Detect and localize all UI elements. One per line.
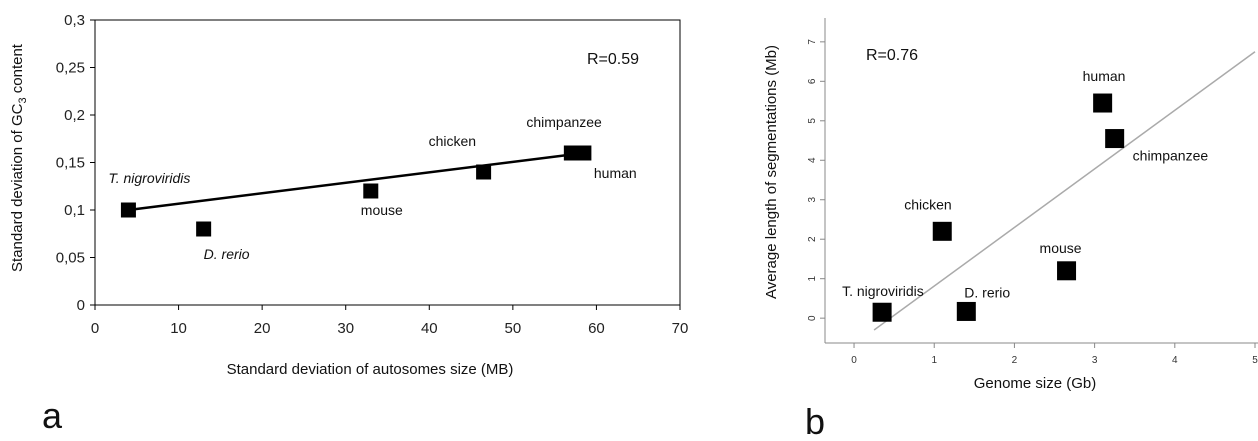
panel-a: 0 10 20 30 40 50 60 70 0 0,05 0,1 0,15 0,2 0,25 0,3 T.… bbox=[9, 12, 688, 436]
panel-a-points: T. nigroviridis D. rerio mouse chicken chimp… bbox=[108, 114, 636, 262]
b-point bbox=[1105, 129, 1125, 149]
b-point bbox=[1057, 261, 1077, 281]
b-trendline bbox=[873, 51, 1256, 331]
panel-b-y-axis-label: Average length of segmentations (Mb) bbox=[763, 45, 780, 299]
panel-a-x-axis-label: Standard deviation of autosomes size (MB… bbox=[227, 361, 514, 378]
b-x-tick-label: 2 bbox=[1012, 355, 1018, 366]
b-point bbox=[872, 302, 892, 322]
panel-a-letter: a bbox=[42, 395, 63, 436]
a-point-label: human bbox=[594, 165, 637, 181]
a-y-tick-label: 0,25 bbox=[56, 60, 85, 77]
a-y-tick-label: 0,15 bbox=[56, 155, 85, 172]
a-point-label: mouse bbox=[361, 202, 403, 218]
panel-b-points: T. nigroviridis D. rerio chicken mouse human… bbox=[842, 68, 1208, 322]
panel-b-ticks: 0 1 2 3 4 5 0 1 2 3 4 5 6 7 bbox=[807, 39, 1258, 366]
b-y-tick-label: 5 bbox=[807, 118, 818, 124]
panel-a-annotation: R=0.59 bbox=[587, 51, 639, 68]
panel-b-letter: b bbox=[805, 401, 825, 441]
a-x-tick-label: 50 bbox=[505, 320, 522, 337]
a-x-tick-label: 30 bbox=[337, 320, 354, 337]
b-y-tick-label: 2 bbox=[807, 236, 818, 242]
b-point-label: D. rerio bbox=[964, 284, 1010, 300]
panel-a-y-axis-label-main: Standard deviation of GC bbox=[9, 103, 26, 272]
panel-b-trendline-group bbox=[873, 51, 1256, 331]
a-y-tick-label: 0 bbox=[77, 297, 85, 314]
panel-b-x-axis-label: Genome size (Gb) bbox=[974, 375, 1097, 392]
b-point-label: human bbox=[1083, 68, 1126, 84]
b-y-tick-label: 3 bbox=[807, 197, 818, 203]
b-point bbox=[956, 301, 976, 321]
a-point-label: chicken bbox=[429, 133, 476, 149]
a-x-tick-label: 60 bbox=[588, 320, 605, 337]
a-point bbox=[576, 145, 592, 161]
panel-a-y-axis-label: Standard deviation of GC3 content bbox=[9, 43, 29, 272]
a-x-tick-label: 20 bbox=[254, 320, 271, 337]
b-point-label: chicken bbox=[904, 196, 951, 212]
b-y-tick-label: 4 bbox=[807, 157, 818, 163]
b-x-tick-label: 3 bbox=[1092, 355, 1098, 366]
a-y-tick-label: 0,3 bbox=[64, 12, 85, 29]
a-point bbox=[563, 145, 579, 161]
a-point bbox=[120, 202, 136, 218]
a-x-tick-label: 70 bbox=[672, 320, 689, 337]
b-x-tick-label: 5 bbox=[1252, 355, 1258, 366]
b-y-tick-label: 1 bbox=[807, 275, 818, 281]
a-x-tick-label: 10 bbox=[170, 320, 187, 337]
b-y-tick-label: 6 bbox=[807, 78, 818, 84]
b-x-tick-label: 4 bbox=[1172, 355, 1178, 366]
b-y-tick-label: 7 bbox=[807, 39, 818, 45]
b-point bbox=[932, 221, 952, 241]
panel-a-trendline-group bbox=[128, 151, 585, 212]
b-x-tick-label: 1 bbox=[931, 355, 937, 366]
a-trendline bbox=[128, 151, 585, 212]
a-y-tick-label: 0,2 bbox=[64, 107, 85, 124]
b-point-label: mouse bbox=[1040, 240, 1082, 256]
a-point bbox=[196, 221, 212, 237]
panel-a-y-axis-label-suffix: content bbox=[9, 43, 26, 97]
panel-b: 0 1 2 3 4 5 0 1 2 3 4 5 6 7 T. nigroviridis D. rerio ch… bbox=[763, 18, 1258, 441]
b-x-tick-label: 0 bbox=[851, 355, 857, 366]
panel-a-ticks: 0 10 20 30 40 50 60 70 0 0,05 0,1 0,15 0,2 0,25 0,3 bbox=[56, 12, 689, 337]
a-point-label: chimpanzee bbox=[526, 114, 602, 130]
b-point-label: chimpanzee bbox=[1133, 148, 1209, 164]
b-point-label: T. nigroviridis bbox=[842, 283, 924, 299]
a-point bbox=[363, 183, 379, 199]
b-y-tick-label: 0 bbox=[807, 315, 818, 321]
a-y-tick-label: 0,1 bbox=[64, 202, 85, 219]
a-y-tick-label: 0,05 bbox=[56, 250, 85, 267]
panel-a-y-axis-label-subscript: 3 bbox=[17, 97, 29, 103]
a-point bbox=[476, 164, 492, 180]
a-x-tick-label: 0 bbox=[91, 320, 99, 337]
panel-b-annotation: R=0.76 bbox=[866, 47, 918, 64]
a-point-label: D. rerio bbox=[204, 246, 250, 262]
a-point-label: T. nigroviridis bbox=[108, 170, 190, 186]
a-x-tick-label: 40 bbox=[421, 320, 438, 337]
b-point bbox=[1093, 93, 1113, 113]
